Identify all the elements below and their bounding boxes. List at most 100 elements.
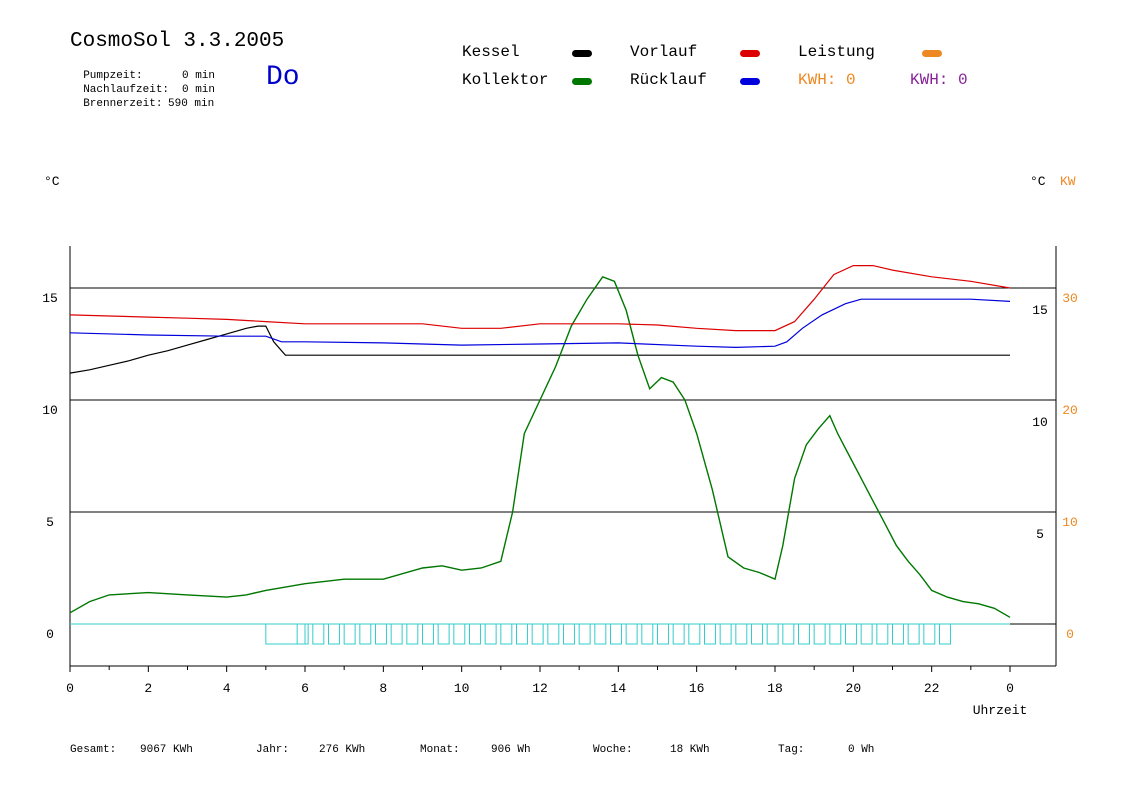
footer-jahr-value: 276 KWh — [319, 744, 366, 756]
legend-leistung-swatch — [922, 50, 942, 57]
x-tick-label: 0 — [1006, 681, 1014, 696]
pump-block — [484, 623, 497, 645]
y-right-c-tick-label: 5 — [1036, 527, 1044, 542]
y-left-tick-label: 15 — [42, 291, 58, 306]
weekday-label: Do — [266, 62, 300, 93]
y-left-tick-label: 0 — [46, 627, 54, 642]
footer-monat-value: 906 Wh — [491, 744, 531, 756]
footer-woche-value: 18 KWh — [670, 744, 710, 756]
pump-block — [625, 623, 638, 645]
series-kessel-line — [69, 325, 1010, 374]
pump-block — [719, 623, 732, 645]
footer-woche-label: Woche: — [593, 744, 633, 756]
burner-time-row: Brennerzeit: 590 min — [70, 86, 214, 110]
pump-block — [782, 623, 795, 645]
x-tick-label: 16 — [689, 681, 705, 696]
app-title: CosmoSol 3.3.2005 — [70, 30, 285, 53]
pump-block — [296, 623, 309, 645]
pump-block — [657, 623, 669, 645]
y-right-kw-tick-label: 10 — [1062, 515, 1078, 530]
pump-block — [688, 623, 701, 645]
pump-block — [375, 623, 387, 645]
pump-block — [813, 623, 826, 645]
left-axis-unit: °C — [44, 174, 60, 189]
pump-block — [907, 623, 920, 645]
x-tick-label: 12 — [532, 681, 548, 696]
pump-block — [516, 623, 528, 645]
footer-gesamt-value: 9067 KWh — [140, 744, 193, 756]
series-vorlauf-line — [69, 265, 1011, 332]
pump-block — [766, 623, 779, 645]
footer-jahr-label: Jahr: — [256, 744, 290, 756]
y-right-kw-tick-label: 20 — [1062, 403, 1078, 418]
burner-time-label: Brennerzeit: — [83, 98, 163, 110]
pump-block — [359, 623, 372, 645]
pump-block — [500, 623, 513, 645]
y-right-c-tick-label: 10 — [1032, 415, 1048, 430]
right-axis-unit-kw: KW — [1060, 174, 1076, 189]
x-tick-label: 22 — [924, 681, 940, 696]
overrun-time-label: Nachlaufzeit: — [83, 84, 170, 96]
legend-vorlauf-label: Vorlauf — [630, 43, 698, 61]
pump-block — [798, 623, 810, 645]
legend-leistung-label: Leistung — [798, 43, 875, 61]
legend-ruecklauf-swatch — [740, 78, 760, 85]
legend-kollektor-label: Kollektor — [462, 71, 549, 89]
x-tick-label: 6 — [301, 681, 309, 696]
pump-block — [390, 623, 403, 645]
legend-kessel-label: Kessel — [462, 43, 520, 61]
pump-block — [829, 623, 842, 645]
footer-gesamt-label: Gesamt: — [70, 744, 117, 756]
x-tick-label: 8 — [379, 681, 387, 696]
overrun-time-value: 0 min — [182, 84, 216, 96]
pump-block — [422, 623, 434, 645]
pump-block — [751, 623, 763, 645]
y-right-kw-tick-label: 30 — [1062, 291, 1078, 306]
x-tick-label: 10 — [454, 681, 470, 696]
pump-block — [531, 623, 544, 645]
legend-kollektor-swatch — [572, 78, 592, 85]
pump-time-label: Pumpzeit: — [83, 70, 143, 82]
y-right-c-tick-label: 15 — [1032, 303, 1048, 318]
burner-time-value: 590 min — [168, 98, 215, 110]
pump-block — [610, 623, 622, 645]
pump-block — [923, 623, 936, 645]
pump-block — [328, 623, 340, 645]
pump-block — [578, 623, 591, 645]
pump-block — [406, 623, 419, 645]
x-tick-label: 2 — [144, 681, 152, 696]
pump-block — [892, 623, 904, 645]
legend-vorlauf-swatch — [740, 50, 760, 57]
x-axis-label: Uhrzeit — [973, 703, 1028, 718]
x-tick-label: 20 — [846, 681, 862, 696]
y-right-kw-tick-label: 0 — [1066, 627, 1074, 642]
pump-block — [672, 623, 685, 645]
footer-tag-label: Tag: — [778, 744, 805, 756]
legend-kessel-swatch — [572, 50, 592, 57]
legend-kwh-purple: KWH: 0 — [910, 71, 968, 89]
pump-block — [547, 623, 560, 645]
pump-block — [939, 623, 951, 645]
x-tick-label: 18 — [767, 681, 783, 696]
pump-block — [312, 623, 325, 645]
pump-block — [469, 623, 481, 645]
pump-time-row: Pumpzeit: 0 min — [70, 58, 215, 82]
pump-block — [453, 623, 466, 645]
footer-tag-value: 0 Wh — [848, 744, 875, 756]
pump-block — [437, 623, 450, 645]
x-tick-label: 4 — [223, 681, 231, 696]
x-tick-label: 0 — [66, 681, 74, 696]
y-left-tick-label: 5 — [46, 515, 54, 530]
overrun-time-row: Nachlaufzeit: 0 min — [70, 72, 215, 96]
x-tick-label: 14 — [611, 681, 627, 696]
right-axis-unit-c: °C — [1030, 174, 1046, 189]
legend-kwh-orange: KWH: 0 — [798, 71, 856, 89]
pump-block — [594, 623, 607, 645]
series-kollektor-line — [69, 275, 1011, 618]
legend-ruecklauf-label: Rücklauf — [630, 71, 707, 89]
pump-block — [704, 623, 716, 645]
pump-block — [860, 623, 873, 645]
pump-block — [563, 623, 575, 645]
pump-block — [265, 623, 306, 645]
